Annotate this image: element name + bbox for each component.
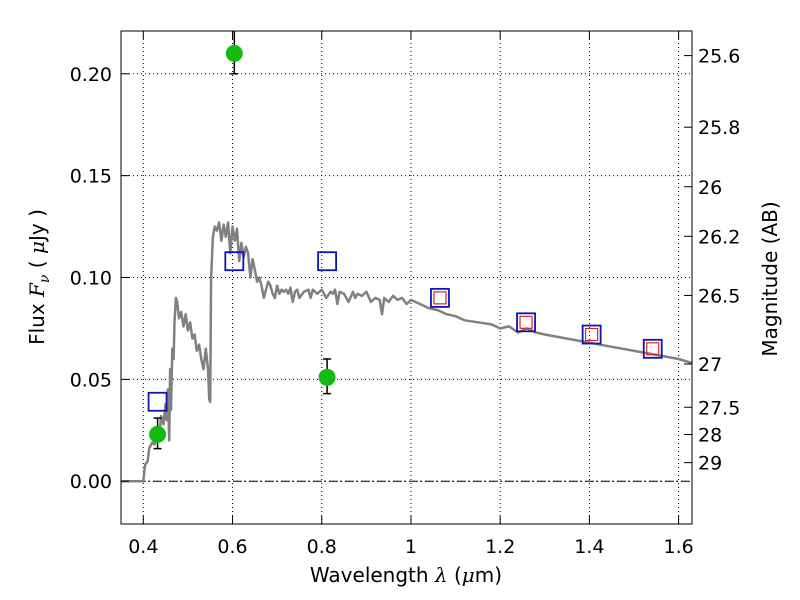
model-bandpass-square [224, 251, 245, 272]
model-bandpass-square [317, 251, 337, 272]
x-tick-label: 0.6 [217, 536, 247, 558]
x-axis-label: Wavelength λ (μm) [310, 563, 502, 587]
x-tick-label: 1.6 [664, 536, 694, 558]
y2-tick-label: 27.5 [698, 397, 740, 419]
y-tick-labels: 0.00 0.05 0.10 0.15 0.20 [70, 64, 112, 493]
observed-point [225, 44, 243, 62]
x-tick-label: 1.4 [574, 536, 604, 558]
grid-lines [121, 31, 692, 524]
y-tick-label: 0.15 [70, 166, 112, 188]
y-tick-label: 0.20 [70, 64, 112, 86]
plot-area [121, 31, 692, 483]
x-tick-label: 1.2 [485, 536, 515, 558]
model-bandpass-markers [147, 251, 663, 412]
model-bandpass-square [581, 324, 602, 345]
x-tick-label: 0.4 [128, 536, 158, 558]
y-tick-label: 0.05 [70, 369, 112, 391]
observed-point [318, 368, 336, 386]
model-bandpass-inner-square [519, 315, 533, 329]
y2-axis-label: Magnitude (AB) [758, 201, 782, 356]
observed-points [149, 31, 336, 450]
x-tick-label: 1 [405, 536, 417, 558]
y2-tick-label: 27 [698, 354, 722, 376]
x-tick-labels: 0.4 0.6 0.8 1 1.2 1.4 1.6 [128, 536, 694, 558]
y2-tick-label: 29 [698, 453, 722, 475]
y-axis-label: Flux Fν ( μJy ) [25, 209, 53, 345]
y2-tick-label: 26.2 [698, 226, 740, 248]
model-bandpass-inner-square [585, 327, 599, 342]
y2-tick-label: 25.6 [698, 46, 740, 68]
model-bandpass-square [430, 287, 450, 308]
y2-tick-label: 25.8 [698, 117, 740, 139]
y-tick-label: 0.00 [70, 471, 112, 493]
y2-tick-label: 26.5 [698, 285, 740, 307]
axis-ticks [121, 31, 692, 524]
x-tick-label: 0.8 [307, 536, 337, 558]
model-bandpass-inner-square [646, 342, 660, 356]
model-bandpass-square [642, 338, 663, 359]
model-bandpass-square [516, 312, 536, 333]
plot-frame [120, 30, 693, 525]
y2-tick-label: 28 [698, 425, 722, 447]
observed-point [149, 425, 167, 443]
model-bandpass-square [147, 391, 168, 412]
y2-tick-label: 26 [698, 177, 722, 199]
y-tick-label: 0.10 [70, 268, 112, 290]
y2-tick-labels: 25.6 25.8 26 26.2 26.5 27 27.5 28 29 [698, 46, 740, 475]
model-bandpass-inner-square [433, 291, 447, 305]
model-sed-line [121, 221, 692, 483]
